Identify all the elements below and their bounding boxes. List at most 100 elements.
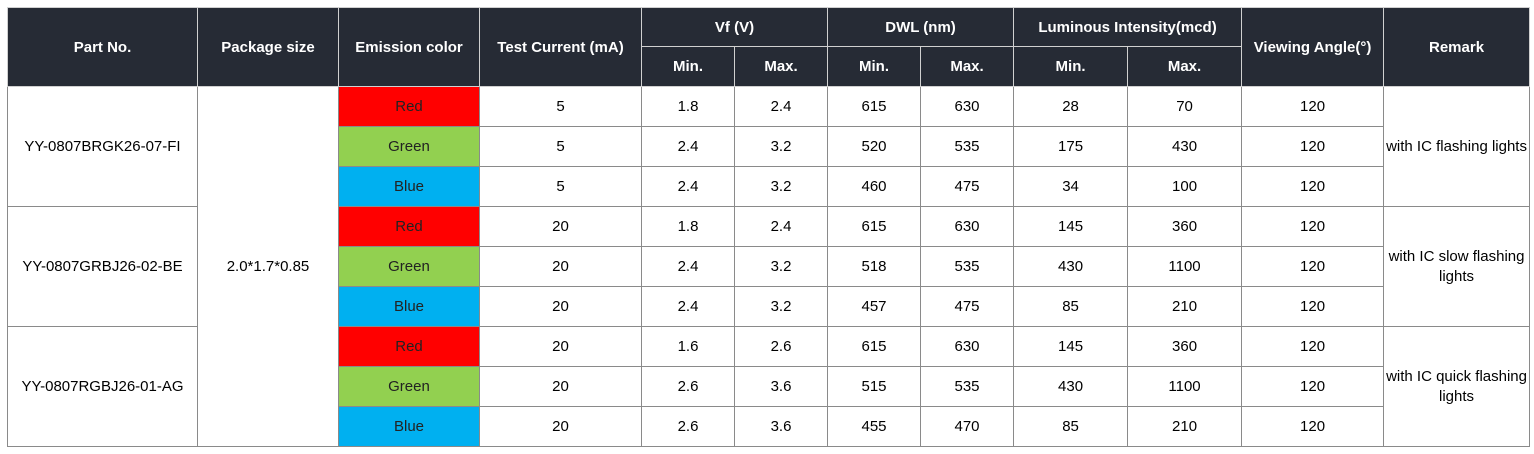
lum-min-cell: 145	[1013, 206, 1129, 247]
test-current-cell: 20	[479, 326, 642, 367]
led-spec-table: Part No. Package size Emission color Tes…	[7, 7, 1531, 447]
emission-color-cell: Red	[338, 206, 480, 247]
lum-max-cell: 210	[1127, 286, 1243, 327]
emission-color-cell: Red	[338, 86, 480, 127]
remark-cell: with IC slow flashing lights	[1383, 206, 1531, 327]
lum-max-cell: 70	[1127, 86, 1243, 127]
header-part-no: Part No.	[7, 7, 198, 87]
vf-max-cell: 2.4	[733, 206, 829, 247]
viewing-angle-cell: 120	[1241, 366, 1385, 407]
dwl-max-cell: 535	[920, 246, 1015, 287]
lum-max-cell: 360	[1127, 326, 1243, 367]
emission-color-cell: Green	[338, 246, 480, 287]
remark-cell: with IC quick flashing lights	[1383, 326, 1531, 447]
lum-min-cell: 85	[1013, 406, 1129, 447]
dwl-max-cell: 630	[920, 206, 1015, 247]
vf-max-cell: 3.2	[733, 166, 829, 207]
emission-color-cell: Blue	[338, 166, 480, 207]
viewing-angle-cell: 120	[1241, 326, 1385, 367]
header-dwl: DWL (nm)	[827, 7, 1015, 47]
vf-max-cell: 3.2	[733, 126, 829, 167]
lum-max-cell: 100	[1127, 166, 1243, 207]
header-package-size: Package size	[197, 7, 339, 87]
dwl-min-cell: 460	[827, 166, 922, 207]
dwl-min-cell: 515	[827, 366, 922, 407]
dwl-min-cell: 615	[827, 326, 922, 367]
dwl-min-cell: 615	[827, 86, 922, 127]
vf-min-cell: 2.6	[641, 406, 735, 447]
lum-max-cell: 360	[1127, 206, 1243, 247]
test-current-cell: 5	[479, 86, 642, 127]
dwl-max-cell: 535	[920, 126, 1015, 167]
dwl-min-cell: 457	[827, 286, 922, 327]
dwl-min-cell: 520	[827, 126, 922, 167]
lum-max-cell: 1100	[1127, 246, 1243, 287]
emission-color-cell: Green	[338, 126, 480, 167]
vf-max-cell: 3.2	[733, 246, 829, 287]
lum-min-cell: 175	[1013, 126, 1129, 167]
viewing-angle-cell: 120	[1241, 86, 1385, 127]
header-dwl-max: Max.	[920, 46, 1015, 87]
vf-min-cell: 2.6	[641, 366, 735, 407]
dwl-max-cell: 630	[920, 86, 1015, 127]
test-current-cell: 5	[479, 126, 642, 167]
emission-color-cell: Red	[338, 326, 480, 367]
vf-max-cell: 3.2	[733, 286, 829, 327]
test-current-cell: 20	[479, 366, 642, 407]
test-current-cell: 5	[479, 166, 642, 207]
dwl-min-cell: 518	[827, 246, 922, 287]
part-no-cell: YY-0807GRBJ26-02-BE	[7, 206, 198, 327]
vf-min-cell: 1.6	[641, 326, 735, 367]
lum-min-cell: 85	[1013, 286, 1129, 327]
header-lum-min: Min.	[1013, 46, 1129, 87]
viewing-angle-cell: 120	[1241, 286, 1385, 327]
lum-max-cell: 210	[1127, 406, 1243, 447]
vf-min-cell: 1.8	[641, 206, 735, 247]
package-size-cell: 2.0*1.7*0.85	[197, 86, 339, 447]
header-luminous-intensity: Luminous Intensity(mcd)	[1013, 7, 1243, 47]
header-lum-max: Max.	[1127, 46, 1243, 87]
dwl-max-cell: 475	[920, 286, 1015, 327]
test-current-cell: 20	[479, 406, 642, 447]
viewing-angle-cell: 120	[1241, 126, 1385, 167]
viewing-angle-cell: 120	[1241, 246, 1385, 287]
table-header: Part No. Package size Emission color Tes…	[7, 7, 1531, 87]
table-row: Green 20 2.4 3.2 518 535 430 1100 120	[8, 246, 1530, 287]
dwl-min-cell: 615	[827, 206, 922, 247]
table-row: YY-0807RGBJ26-01-AG Red 20 1.6 2.6 615 6…	[7, 326, 1531, 447]
vf-min-cell: 2.4	[641, 126, 735, 167]
header-viewing-angle: Viewing Angle(°)	[1241, 7, 1385, 87]
vf-max-cell: 3.6	[733, 366, 829, 407]
header-remark: Remark	[1383, 7, 1531, 87]
lum-min-cell: 34	[1013, 166, 1129, 207]
part-no-cell: YY-0807BRGK26-07-FI	[7, 86, 198, 207]
remark-cell: with IC flashing lights	[1383, 86, 1531, 207]
lum-min-cell: 430	[1013, 366, 1129, 407]
table-row: YY-0807BRGK26-07-FI 2.0*1.7*0.85 Red 5 1…	[7, 86, 1531, 447]
dwl-max-cell: 470	[920, 406, 1015, 447]
dwl-min-cell: 455	[827, 406, 922, 447]
vf-min-cell: 1.8	[641, 86, 735, 127]
lum-min-cell: 145	[1013, 326, 1129, 367]
lum-min-cell: 430	[1013, 246, 1129, 287]
table-row: Blue 5 2.4 3.2 460 475 34 100 120	[8, 166, 1530, 207]
header-dwl-min: Min.	[827, 46, 922, 87]
header-emission-color: Emission color	[338, 7, 480, 87]
test-current-cell: 20	[479, 286, 642, 327]
header-vf: Vf (V)	[640, 7, 829, 47]
lum-max-cell: 430	[1127, 126, 1243, 167]
header-vf-min: Min.	[641, 46, 735, 87]
part-no-cell: YY-0807RGBJ26-01-AG	[7, 326, 198, 447]
emission-color-cell: Green	[338, 366, 480, 407]
vf-max-cell: 3.6	[733, 406, 829, 447]
viewing-angle-cell: 120	[1241, 406, 1385, 447]
table-row: Green 20 2.6 3.6 515 535 430 1100 120	[8, 366, 1530, 407]
lum-min-cell: 28	[1013, 86, 1129, 127]
dwl-max-cell: 475	[920, 166, 1015, 207]
table-body: YY-0807BRGK26-07-FI 2.0*1.7*0.85 Red 5 1…	[7, 86, 1531, 447]
test-current-cell: 20	[479, 246, 642, 287]
table-row: Blue 20 2.6 3.6 455 470 85 210 120	[8, 406, 1530, 447]
viewing-angle-cell: 120	[1241, 206, 1385, 247]
header-test-current: Test Current (mA)	[479, 7, 642, 87]
vf-min-cell: 2.4	[641, 166, 735, 207]
